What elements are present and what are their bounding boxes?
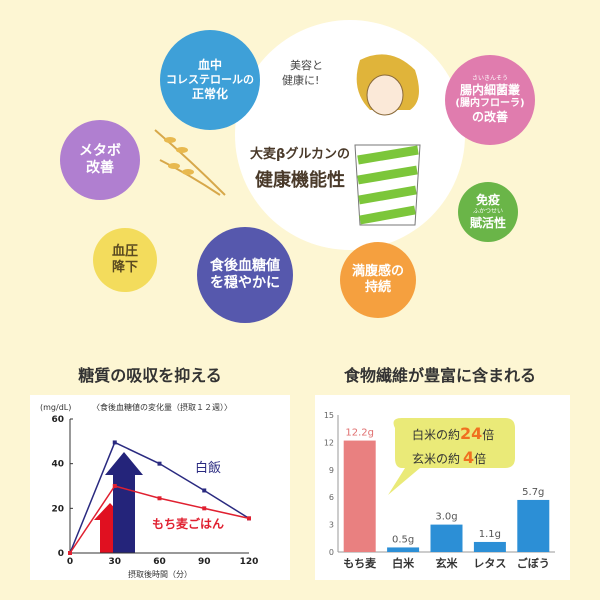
handwriting-line: 美容と <box>290 59 323 72</box>
data-point <box>112 440 117 445</box>
data-point <box>202 506 207 511</box>
bubble-blood-sugar: 食後血糖値 を穏やかに <box>197 227 293 323</box>
data-point <box>157 461 162 466</box>
series-label-white-rice: 白飯 <box>195 460 221 476</box>
bubble-text: 正常化 <box>191 86 228 101</box>
bubble-text: コレステロールの <box>166 73 254 87</box>
bubble-satiety: 満腹感の 持続 <box>340 242 416 318</box>
y-tick-label: 15 <box>324 411 334 420</box>
bar <box>343 440 376 552</box>
bar-value-label: 1.1g <box>479 529 501 540</box>
x-tick-label: 60 <box>153 557 166 567</box>
x-tick-label: 120 <box>240 557 259 567</box>
bubble-text: 賦活性 <box>469 216 506 230</box>
bubble-metabo: メタボ 改善 <box>60 120 140 200</box>
y-tick-label: 6 <box>329 493 334 502</box>
x-tick-label: 0 <box>67 557 73 567</box>
woman-illustration <box>354 54 421 226</box>
bubble-text: 降下 <box>111 260 138 275</box>
line-chart-ylabel: (mg/dL) <box>40 403 71 412</box>
bar <box>473 541 506 552</box>
y-tick-label: 60 <box>51 415 64 425</box>
bar <box>517 499 550 552</box>
hero-title-line2: 健康機能性 <box>255 170 345 191</box>
category-label: ごぼう <box>517 556 550 570</box>
bar-value-label: 5.7g <box>522 487 544 498</box>
bubble-text: 持続 <box>364 280 391 295</box>
y-tick-label: 9 <box>329 466 334 475</box>
callout-bubble <box>388 418 515 495</box>
y-tick-label: 0 <box>329 548 334 557</box>
hero-title-line1: 大麦βグルカンの <box>250 147 350 162</box>
bar-value-label: 3.0g <box>435 512 457 523</box>
bubble-text: 腸内細菌叢 <box>459 82 520 97</box>
section-title-left: 糖質の吸収を抑える <box>78 366 222 385</box>
bubble-ruby: さいきんそう <box>471 74 508 82</box>
callout-line1: 白米の約24倍 <box>412 424 494 443</box>
bubble-text: を穏やかに <box>210 275 280 291</box>
y-tick-label: 0 <box>58 549 64 559</box>
bar-value-label: 0.5g <box>392 534 414 545</box>
data-point <box>202 488 207 493</box>
bubble-text: 血中 <box>197 58 222 73</box>
bubble-text: 改善 <box>86 160 114 176</box>
series-label-mochimugi: もち麦ごはん <box>152 516 224 531</box>
category-label: もち麦 <box>343 556 377 570</box>
bubble-text: 免疫 <box>475 193 500 207</box>
line-chart-title: 〈食後血糖値の変化量（摂取１２週）〉 <box>92 402 232 412</box>
handwriting-note: 美容と 健康に! <box>282 58 323 89</box>
bubble-text: 満腹感の <box>351 263 404 279</box>
data-point <box>157 496 162 501</box>
data-point <box>247 516 251 521</box>
y-tick-label: 20 <box>51 504 64 514</box>
bubble-ruby: ふかつせい <box>472 208 503 215</box>
barley-icon <box>154 129 226 196</box>
bubble-text: 血圧 <box>111 243 138 259</box>
bar <box>387 547 420 552</box>
bubble-text: メタボ <box>79 142 121 159</box>
bar-value-label: 12.2g <box>345 428 374 439</box>
callout-line2: 玄米の約 4倍 <box>412 448 486 467</box>
bubble-immunity: 免疫 ふかつせい 賦活性 <box>458 182 518 242</box>
y-tick-label: 3 <box>329 521 334 530</box>
navy-arrow <box>105 452 143 553</box>
category-label: レタス <box>473 557 506 570</box>
line-chart-xlabel: 摂取後時間（分） <box>128 569 192 579</box>
bar <box>430 524 463 552</box>
bubble-text: 食後血糖値 <box>210 257 280 274</box>
section-title-right: 食物繊維が豊富に含まれる <box>343 366 536 385</box>
data-point <box>68 551 72 555</box>
hero-circle <box>235 20 465 250</box>
bubble-text: の改善 <box>471 110 508 125</box>
bubble-cholesterol: 血中 コレステロールの 正常化 <box>160 30 260 130</box>
bubble-gut-flora: さいきんそう 腸内細菌叢 (腸内フローラ) の改善 <box>445 55 535 145</box>
x-tick-label: 30 <box>108 557 121 567</box>
y-tick-label: 40 <box>51 460 64 470</box>
x-tick-label: 90 <box>198 557 211 567</box>
data-point <box>112 484 117 488</box>
bubble-blood-pressure: 血圧 降下 <box>93 228 157 292</box>
handwriting-line: 健康に! <box>282 74 320 88</box>
y-tick-label: 12 <box>324 438 334 447</box>
bubble-text: (腸内フローラ) <box>455 97 525 109</box>
category-label: 白米 <box>392 556 415 570</box>
category-label: 玄米 <box>436 556 459 570</box>
